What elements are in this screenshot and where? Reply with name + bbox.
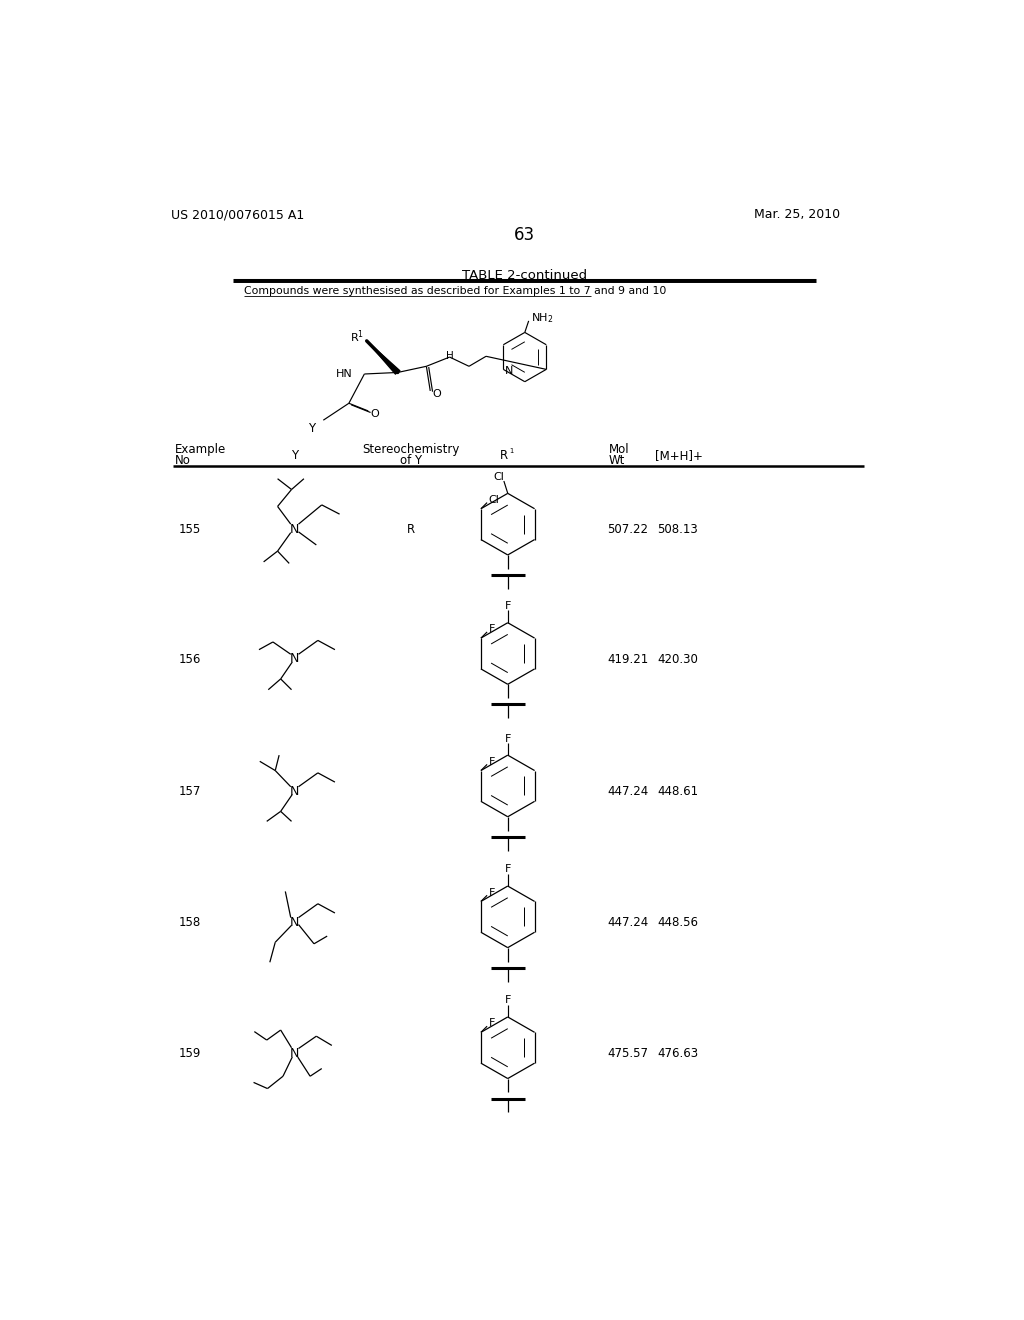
- Text: Mar. 25, 2010: Mar. 25, 2010: [755, 209, 841, 222]
- Text: N: N: [290, 916, 299, 929]
- Text: Y: Y: [308, 422, 315, 434]
- Text: Stereochemistry: Stereochemistry: [362, 444, 460, 457]
- Text: N: N: [290, 1047, 299, 1060]
- Text: Cl: Cl: [488, 495, 500, 504]
- Text: 447.24: 447.24: [607, 785, 648, 799]
- Text: F: F: [488, 624, 495, 634]
- Text: 155: 155: [178, 524, 201, 536]
- Text: Y: Y: [291, 449, 298, 462]
- Text: 158: 158: [178, 916, 201, 929]
- Text: 507.22: 507.22: [607, 524, 648, 536]
- Text: Example: Example: [174, 444, 225, 457]
- Text: F: F: [505, 995, 511, 1006]
- Text: NH$_2$: NH$_2$: [531, 312, 554, 325]
- Text: R: R: [500, 449, 508, 462]
- Text: 447.24: 447.24: [607, 916, 648, 929]
- Text: No: No: [174, 454, 190, 467]
- Text: F: F: [488, 1019, 495, 1028]
- Text: N: N: [505, 367, 513, 376]
- Text: F: F: [505, 865, 511, 874]
- Text: F: F: [488, 887, 495, 898]
- Text: 419.21: 419.21: [607, 653, 648, 665]
- Text: Mol: Mol: [608, 444, 629, 457]
- Text: N: N: [290, 785, 299, 797]
- Text: 448.56: 448.56: [657, 916, 698, 929]
- Text: F: F: [505, 601, 511, 611]
- Text: 63: 63: [514, 226, 536, 244]
- Text: [M+H]+: [M+H]+: [655, 449, 702, 462]
- Text: H: H: [445, 351, 454, 360]
- Text: R$^1$: R$^1$: [349, 329, 364, 345]
- Polygon shape: [367, 341, 400, 374]
- Text: US 2010/0076015 A1: US 2010/0076015 A1: [171, 209, 304, 222]
- Text: N: N: [290, 652, 299, 665]
- Text: O: O: [432, 388, 441, 399]
- Text: N: N: [290, 523, 299, 536]
- Text: F: F: [505, 734, 511, 743]
- Text: 420.30: 420.30: [657, 653, 698, 665]
- Text: O: O: [371, 409, 379, 418]
- Text: $^1$: $^1$: [509, 449, 515, 458]
- Text: 157: 157: [178, 785, 201, 799]
- Text: 475.57: 475.57: [607, 1047, 648, 1060]
- Text: HN: HN: [336, 370, 352, 379]
- Text: 476.63: 476.63: [657, 1047, 698, 1060]
- Text: 159: 159: [178, 1047, 201, 1060]
- Text: R: R: [407, 524, 415, 536]
- Text: of Y: of Y: [399, 454, 422, 467]
- Text: TABLE 2-continued: TABLE 2-continued: [462, 268, 588, 281]
- Text: 156: 156: [178, 653, 201, 665]
- Text: Cl: Cl: [494, 471, 505, 482]
- Text: 508.13: 508.13: [657, 524, 698, 536]
- Text: Compounds were synthesised as described for Examples 1 to 7 and 9 and 10: Compounds were synthesised as described …: [245, 286, 667, 296]
- Text: 448.61: 448.61: [657, 785, 698, 799]
- Text: F: F: [488, 756, 495, 767]
- Text: Wt: Wt: [608, 454, 625, 467]
